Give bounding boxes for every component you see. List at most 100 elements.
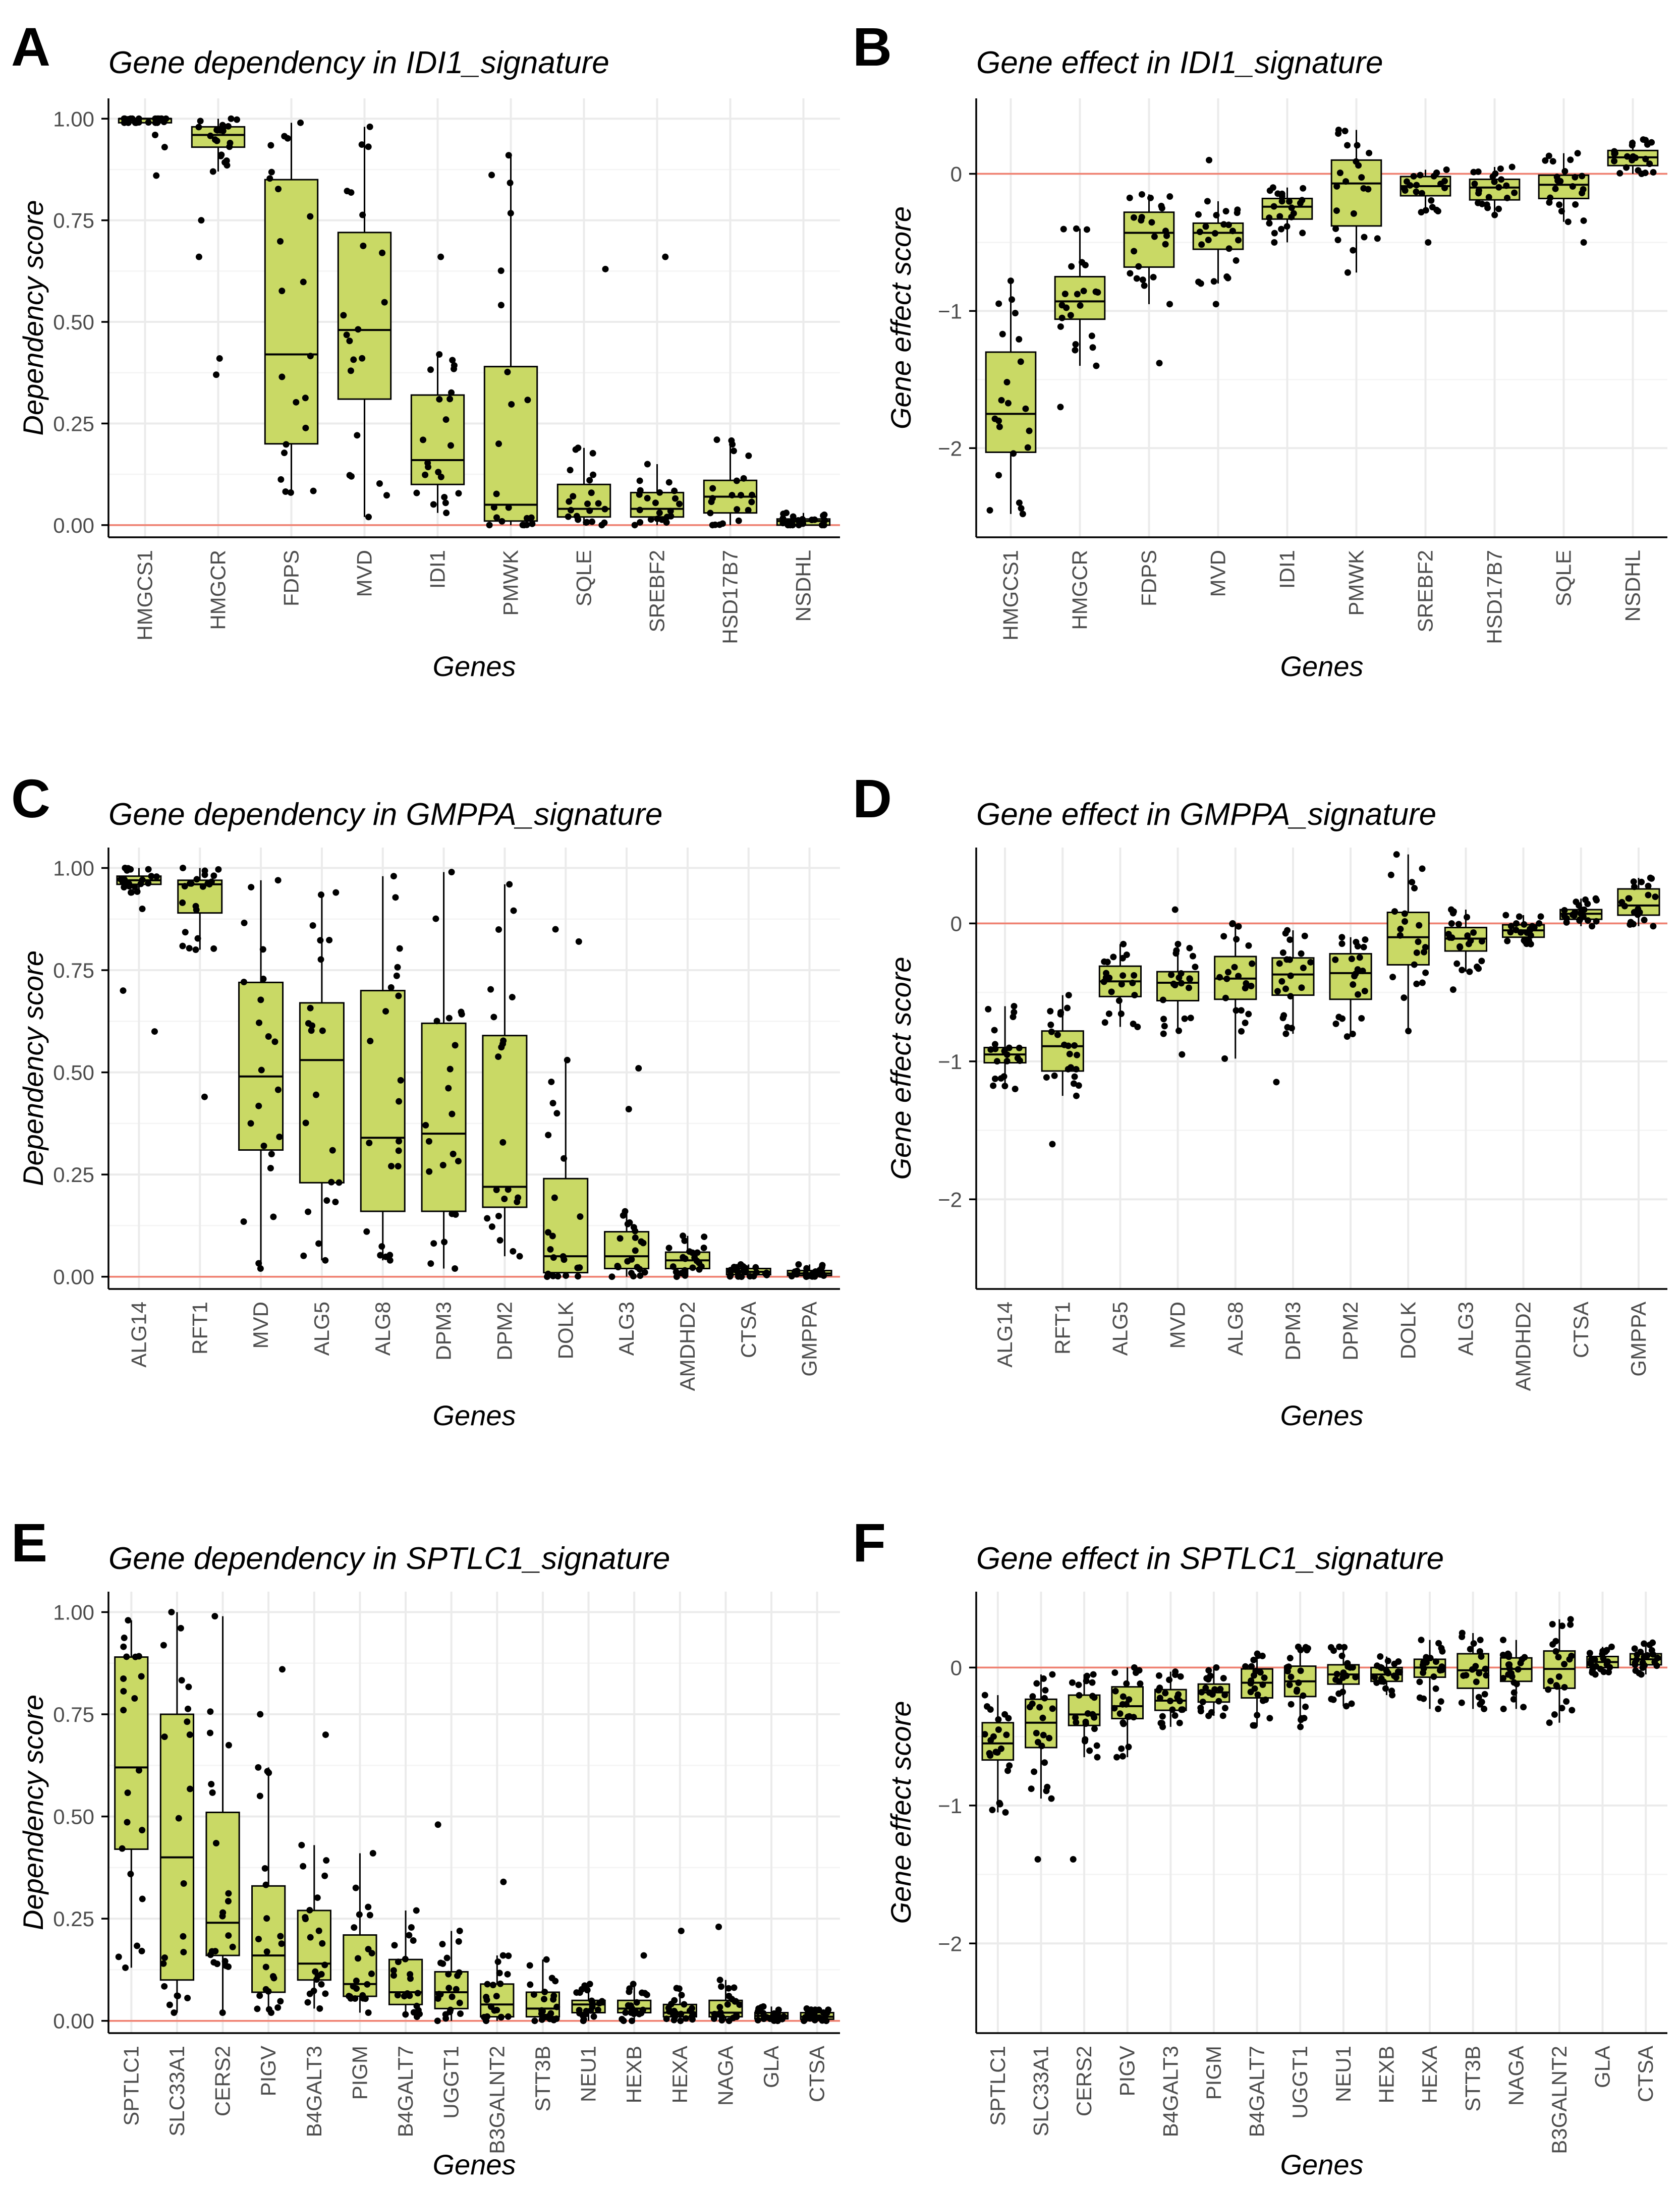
data-point (1186, 975, 1193, 982)
data-point (1158, 202, 1165, 209)
data-point (456, 1969, 463, 1976)
x-tick-label: FDPS (1137, 550, 1161, 606)
data-point (602, 265, 609, 272)
data-point (263, 1948, 270, 1955)
data-point (1160, 1030, 1167, 1037)
data-point (1377, 1653, 1384, 1660)
x-tick-label: SREBF2 (645, 550, 669, 632)
data-point (442, 2015, 450, 2022)
box-iqr (1123, 211, 1175, 268)
chart-title: Gene effect in IDI1_signature (976, 45, 1383, 80)
data-point (1611, 148, 1618, 155)
data-point (701, 1233, 708, 1241)
data-point (631, 522, 638, 529)
data-point (1645, 891, 1652, 899)
data-point (484, 1215, 491, 1222)
data-point (1652, 893, 1659, 901)
x-tick-label: STT3B (531, 2046, 554, 2112)
data-point (586, 1981, 593, 1988)
data-point (516, 1253, 523, 1260)
data-point (507, 179, 514, 186)
data-point (1133, 275, 1140, 282)
x-tick-label: MVD (1206, 550, 1230, 597)
data-point (663, 519, 670, 526)
box-rft1 (1041, 992, 1084, 1148)
data-point (293, 399, 300, 406)
data-point (219, 122, 226, 129)
data-point (138, 1673, 145, 1680)
data-point (1632, 1659, 1639, 1666)
box-srebf2 (1399, 166, 1451, 246)
data-point (1374, 235, 1381, 242)
data-point (256, 1019, 263, 1026)
data-point (716, 1977, 723, 1984)
data-point (1504, 1650, 1511, 1657)
data-point (1288, 1025, 1295, 1032)
data-point (1242, 1020, 1249, 1027)
data-point (427, 366, 434, 373)
data-point (716, 2004, 723, 2011)
data-point (195, 253, 202, 260)
data-point (1105, 1010, 1112, 1017)
data-point (390, 1967, 397, 1974)
data-point (748, 498, 755, 506)
data-point (430, 1240, 437, 1247)
data-point (1174, 1694, 1181, 1701)
data-point (575, 1273, 582, 1280)
x-axis-title: Genes (1280, 1399, 1364, 1431)
box-iqr (205, 1812, 240, 1956)
data-point (134, 1942, 141, 1949)
data-point (178, 1677, 185, 1684)
data-point (1561, 167, 1569, 175)
data-point (725, 1985, 732, 1992)
data-point (1133, 1669, 1140, 1676)
data-point (174, 1992, 181, 1999)
y-axis-title: Gene effect score (885, 957, 917, 1180)
data-point (1171, 906, 1179, 913)
panel-f: F Gene effect in SPTLC1_signature −2 −1 0 SPT… (853, 1512, 1667, 2180)
data-point (1547, 1677, 1554, 1684)
data-point (1527, 940, 1534, 947)
data-point (1248, 1677, 1255, 1684)
data-point (1286, 956, 1293, 963)
data-point (1178, 980, 1185, 987)
data-point (355, 326, 362, 333)
data-point (446, 1065, 454, 1073)
data-point (302, 395, 309, 402)
y-tick-label: 0.00 (53, 1265, 94, 1289)
data-point (192, 946, 199, 953)
x-tick-label: SLC33A1 (1029, 2046, 1052, 2137)
data-point (1338, 1015, 1346, 1022)
data-point (1077, 302, 1084, 309)
data-point (1448, 906, 1455, 913)
data-point (1520, 1704, 1527, 1711)
data-point (1650, 169, 1657, 176)
data-point (1354, 966, 1361, 973)
x-tick-label: SQLE (1552, 550, 1576, 606)
x-tick-label: RFT1 (188, 1302, 211, 1355)
x-tick-label: ALG3 (614, 1302, 638, 1356)
data-point (774, 2017, 781, 2025)
box-b3galnt2 (480, 1878, 515, 2025)
data-point (1119, 954, 1126, 962)
x-tick-label: GLA (759, 2046, 783, 2088)
box-alg14 (116, 865, 162, 1035)
data-point (210, 872, 217, 879)
data-point (1006, 1762, 1013, 1769)
data-point (305, 1020, 312, 1027)
panel-letter: B (853, 16, 892, 77)
data-point (803, 1265, 810, 1272)
data-point (1567, 1616, 1574, 1623)
data-point (670, 2007, 678, 2014)
data-point (548, 1975, 555, 1982)
data-point (432, 915, 439, 922)
data-point (225, 1898, 232, 1905)
data-point (663, 2015, 670, 2023)
data-point (153, 172, 160, 179)
data-point (1502, 912, 1509, 919)
box-dpm2 (1329, 934, 1372, 1040)
data-point (738, 1273, 745, 1280)
data-point (360, 242, 367, 249)
data-point (1118, 981, 1125, 988)
data-point (673, 1273, 680, 1280)
